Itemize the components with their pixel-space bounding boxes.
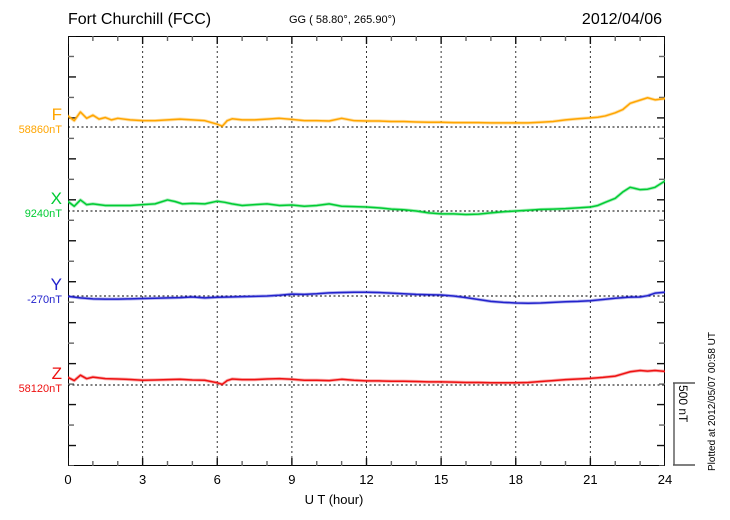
plot-date: 2012/04/06 bbox=[581, 11, 662, 28]
x-axis-title-text: U T (hour) bbox=[304, 492, 364, 507]
right-axis-ticks bbox=[657, 36, 665, 466]
legend-baseline-z: 58120nT bbox=[18, 382, 62, 395]
legend-baseline-x: 9240nT bbox=[24, 207, 62, 220]
plotted-at-note: Plotted at 2012/05/07 00:58 UT bbox=[707, 332, 718, 471]
x-axis-tick-15: 15 bbox=[433, 472, 449, 487]
vertical-gridlines bbox=[142, 36, 591, 466]
legend-letter-z: Z bbox=[51, 364, 62, 383]
magnetogram-plot bbox=[68, 36, 665, 466]
x-axis-title: U T (hour) bbox=[0, 492, 730, 507]
legend-baseline-y: -270nT bbox=[27, 293, 62, 306]
scale-bar-label: 500 nT bbox=[676, 385, 690, 423]
x-axis-tick-3: 3 bbox=[139, 472, 147, 487]
bottom-axis-ticks bbox=[68, 458, 665, 466]
x-axis-tick-6: 6 bbox=[213, 472, 221, 487]
x-axis-tick-12: 12 bbox=[359, 472, 374, 487]
component-baselines bbox=[68, 126, 665, 386]
legend-component-f: F 58860nT bbox=[0, 106, 62, 136]
top-axis-ticks bbox=[68, 36, 665, 44]
station-title: Fort Churchill (FCC) bbox=[68, 11, 212, 28]
legend-letter-y: Y bbox=[50, 275, 62, 294]
x-axis-tick-21: 21 bbox=[583, 472, 598, 487]
legend-baseline-f: 58860nT bbox=[18, 123, 62, 136]
legend-letter-x: X bbox=[50, 189, 62, 208]
legend-component-x: X 9240nT bbox=[0, 190, 62, 220]
legend-component-z: Z 58120nT bbox=[0, 365, 62, 395]
x-axis-tick-0: 0 bbox=[64, 472, 72, 487]
legend-letter-f: F bbox=[51, 105, 62, 124]
x-axis-tick-24: 24 bbox=[657, 472, 673, 487]
left-axis-ticks bbox=[68, 36, 76, 466]
x-axis-tick-9: 9 bbox=[288, 472, 296, 487]
scale-bar bbox=[673, 382, 695, 466]
legend-component-y: Y -270nT bbox=[0, 276, 62, 306]
component-traces bbox=[68, 96, 665, 386]
x-axis-tick-18: 18 bbox=[508, 472, 523, 487]
geographic-coordinates: GG ( 58.80°, 265.90°) bbox=[289, 14, 396, 26]
